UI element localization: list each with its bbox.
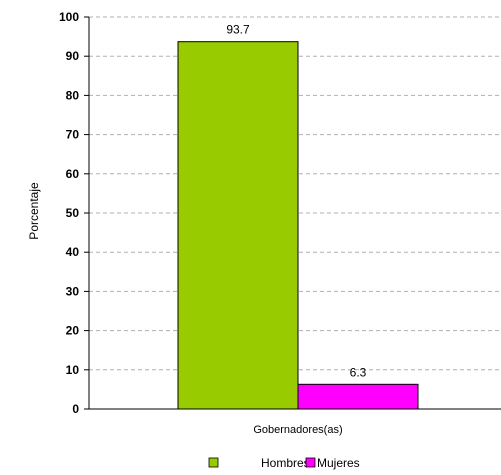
y-tick-label: 70: [66, 128, 80, 142]
y-tick-label: 20: [66, 324, 80, 338]
y-tick-label: 40: [66, 245, 80, 259]
legend-label-mujeres: Mujeres: [317, 456, 360, 470]
legend-label-hombres: Hombres: [261, 456, 310, 470]
y-tick-label: 0: [72, 402, 79, 416]
x-category-label: Gobernadores(as): [253, 424, 342, 436]
y-tick-label: 60: [66, 167, 80, 181]
y-tick-label: 90: [66, 49, 80, 63]
legend-swatch-mujeres: [305, 457, 316, 468]
legend-swatch-hombres: [208, 457, 219, 468]
y-tick-label: 30: [66, 284, 80, 298]
data-label-mujeres: 6.3: [350, 365, 367, 379]
bars: [177, 41, 419, 410]
y-axis-title: Porcentaje: [27, 182, 41, 240]
y-tick-label: 50: [66, 206, 80, 220]
y-tick-label: 80: [66, 88, 80, 102]
data-labels: 93.7 6.3: [226, 23, 366, 380]
y-axis-ticks: 0 10 20 30 40 50 60 70 80 90 100: [59, 10, 89, 416]
y-tick-label: 10: [66, 363, 80, 377]
legend: Hombres Mujeres: [208, 456, 360, 470]
y-tick-label: 100: [59, 10, 79, 24]
data-label-hombres: 93.7: [226, 23, 250, 37]
bar-mujeres: [297, 383, 419, 410]
bar-hombres: [177, 41, 299, 410]
